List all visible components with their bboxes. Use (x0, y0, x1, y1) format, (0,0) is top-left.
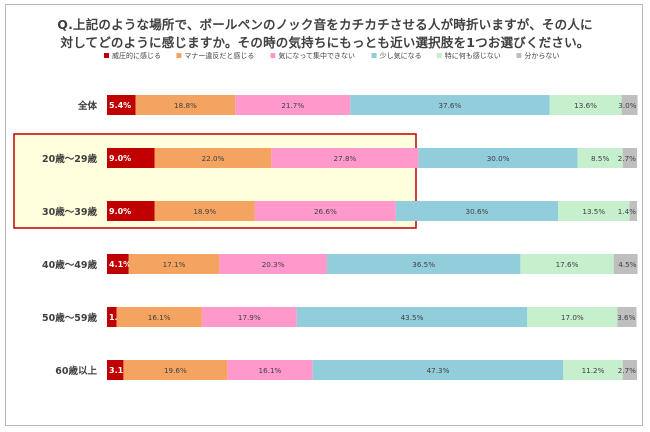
data-label-1-1: 22.0% (202, 154, 225, 163)
data-label-0-1: 18.8% (174, 101, 197, 110)
data-label-2-0: 9.0% (109, 207, 131, 216)
data-label-5-0: 3.1% (109, 366, 131, 375)
data-label-1-4: 8.5% (591, 154, 609, 163)
bar-3-3 (326, 254, 521, 274)
legend-swatch-1 (176, 53, 182, 58)
bar-4-1 (116, 307, 202, 327)
data-label-3-4: 17.6% (556, 260, 579, 269)
legend-label-2: 気になって集中できない (278, 51, 355, 60)
data-label-2-3: 30.6% (466, 207, 489, 216)
data-label-4-4: 17.0% (561, 313, 584, 322)
bar-1-3 (418, 148, 578, 168)
bar-1-2 (271, 148, 419, 168)
data-label-5-4: 11.2% (582, 366, 605, 375)
data-label-5-1: 19.6% (164, 366, 187, 375)
bar-2-5 (629, 201, 637, 221)
data-label-2-5: 1.4% (618, 207, 636, 216)
legend-label-3: 少し気になる (380, 51, 422, 60)
data-label-1-5: 2.7% (618, 154, 636, 163)
data-label-1-2: 27.8% (334, 154, 357, 163)
data-label-3-5: 4.5% (618, 260, 636, 269)
data-label-5-2: 16.1% (259, 366, 282, 375)
bar-5-4 (563, 360, 623, 380)
data-label-3-1: 17.1% (163, 260, 186, 269)
data-label-0-5: 3.0% (618, 101, 636, 110)
bar-0-3 (350, 95, 550, 115)
category-label-4: 50歳～59歳 (42, 312, 97, 324)
bar-4-3 (296, 307, 528, 327)
bar-2-3 (395, 201, 559, 221)
legend-swatch-2 (270, 53, 276, 58)
data-label-0-2: 21.7% (281, 101, 304, 110)
bar-3-0 (107, 254, 129, 274)
bar-5-0 (107, 360, 124, 380)
bar-3-1 (128, 254, 220, 274)
data-label-4-1: 16.1% (148, 313, 171, 322)
bar-4-5 (617, 307, 637, 327)
legend-label-0: 威圧的に感じる (112, 51, 161, 60)
bar-5-1 (123, 360, 228, 380)
bar-2-4 (558, 201, 630, 221)
bar-3-5 (613, 254, 638, 274)
data-label-4-3: 43.5% (401, 313, 424, 322)
data-label-2-2: 26.6% (314, 207, 337, 216)
data-label-1-0: 9.0% (109, 154, 131, 163)
bar-3-4 (520, 254, 614, 274)
data-label-2-1: 18.9% (193, 207, 216, 216)
bar-5-5 (622, 360, 637, 380)
bar-2-0 (107, 201, 155, 221)
legend-label-4: 特に何も感じない (445, 51, 501, 60)
bar-3-2 (219, 254, 327, 274)
legend-swatch-5 (516, 53, 522, 58)
category-label-5: 60歳以上 (55, 365, 97, 377)
bar-4-0 (107, 307, 117, 327)
bar-0-4 (549, 95, 622, 115)
data-label-1-3: 30.0% (487, 154, 510, 163)
bar-0-2 (235, 95, 351, 115)
legend-label-5: 分からない (524, 51, 559, 60)
legend-swatch-3 (371, 53, 377, 58)
data-label-5-5: 2.7% (618, 366, 636, 375)
data-label-0-4: 13.6% (574, 101, 597, 110)
bar-1-0 (107, 148, 155, 168)
category-label-2: 30歳～39歳 (42, 206, 97, 218)
legend-swatch-4 (436, 53, 442, 58)
bar-0-1 (135, 95, 236, 115)
bar-5-3 (312, 360, 564, 380)
bar-2-1 (154, 201, 255, 221)
data-label-4-2: 17.9% (238, 313, 261, 322)
bar-1-4 (577, 148, 623, 168)
bar-0-0 (107, 95, 136, 115)
data-label-0-3: 37.6% (438, 101, 461, 110)
data-label-2-4: 13.5% (582, 207, 605, 216)
bar-4-4 (527, 307, 618, 327)
data-label-3-0: 4.1% (109, 260, 131, 269)
bar-5-2 (227, 360, 313, 380)
data-label-3-2: 20.3% (262, 260, 285, 269)
question-line-1: Q.上記のような場所で、ボールペンのノック音をカチカチさせる人が時折いますが、そ… (57, 17, 593, 32)
data-label-0-0: 5.4% (109, 101, 131, 110)
category-label-1: 20歳～29歳 (42, 153, 97, 165)
legend-label-1: マナー違反だと感じる (184, 51, 254, 60)
data-label-4-5: 3.6% (617, 313, 635, 322)
bar-1-5 (622, 148, 637, 168)
question-line-2: 対してどのように感じますか。その時の気持ちにもっとも近い選択肢を1つお選びくださ… (60, 35, 590, 50)
category-label-3: 40歳～49歳 (42, 259, 97, 271)
bar-2-2 (254, 201, 396, 221)
bar-0-5 (621, 95, 638, 115)
bar-4-2 (201, 307, 297, 327)
bar-1-1 (154, 148, 272, 168)
legend-swatch-0 (104, 53, 109, 58)
data-label-3-3: 36.5% (412, 260, 435, 269)
category-label-0: 全体 (77, 100, 98, 112)
data-label-5-3: 47.3% (427, 366, 450, 375)
